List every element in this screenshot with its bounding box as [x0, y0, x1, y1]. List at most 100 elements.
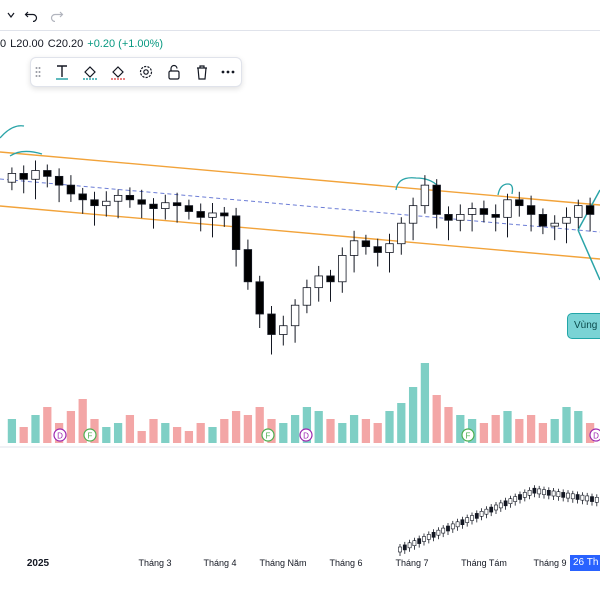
text-icon[interactable] — [51, 61, 73, 83]
indicator-body — [518, 494, 522, 500]
indicator-body — [407, 542, 412, 549]
volume-bar — [125, 415, 135, 443]
x-axis-tick-label: Tháng Tám — [461, 558, 507, 568]
candle-body — [491, 214, 500, 218]
indicator-body — [503, 500, 508, 507]
annotation-arc-2[interactable] — [9, 150, 43, 157]
candle-body — [503, 199, 512, 218]
indicator-body — [465, 517, 470, 523]
dividend-event-marker[interactable]: D — [299, 428, 313, 442]
indicator-body — [441, 527, 446, 534]
candle-body — [538, 214, 548, 227]
volume-bar — [220, 419, 229, 443]
zone-label[interactable]: Vùng — [567, 313, 600, 339]
volume-bar — [161, 423, 170, 443]
volume-bar — [302, 407, 312, 443]
indicator-body — [585, 495, 590, 502]
candle-body — [432, 184, 441, 215]
candle-body — [338, 255, 347, 283]
annotation-arc-1[interactable] — [0, 125, 25, 139]
candle-body — [54, 175, 64, 186]
candle-body — [220, 212, 229, 217]
dividend-event-marker[interactable]: D — [53, 428, 67, 442]
candle-body — [456, 214, 465, 221]
candle-body — [314, 275, 323, 289]
candle-body — [208, 212, 217, 218]
volume-bar — [562, 407, 571, 443]
indicator-body — [551, 490, 556, 497]
annotation-arc-4[interactable] — [497, 183, 514, 196]
volume-bar — [420, 363, 430, 443]
drag-handle-icon[interactable] — [31, 61, 45, 83]
candle-body — [349, 240, 359, 256]
lock-icon[interactable] — [163, 61, 185, 83]
candle-body — [444, 214, 453, 221]
more-icon[interactable] — [217, 61, 239, 83]
financials-event-marker[interactable]: F — [461, 428, 475, 442]
candle-body — [562, 216, 571, 224]
candle-body — [149, 203, 158, 209]
settings-icon[interactable] — [135, 61, 157, 83]
volume-bar — [574, 411, 583, 443]
candle-body — [397, 222, 406, 245]
candle-body — [550, 222, 559, 227]
volume-bar — [432, 395, 441, 443]
channel-mid-line[interactable] — [0, 178, 600, 233]
volume-bar — [19, 427, 28, 443]
indicator-body — [527, 489, 532, 496]
indicator-body — [412, 540, 417, 547]
hand-drawn-annotations[interactable] — [0, 125, 600, 281]
candle-body — [137, 199, 146, 205]
indicator-body — [594, 496, 599, 503]
trash-icon[interactable] — [191, 61, 213, 83]
volume-bar — [31, 415, 40, 443]
financials-event-marker[interactable]: F — [261, 428, 275, 442]
dropdown-arrow-icon[interactable] — [2, 6, 20, 24]
candle-body — [172, 202, 182, 207]
candle-body — [161, 202, 170, 209]
indicator-body — [580, 494, 585, 501]
candle-body — [31, 170, 40, 180]
volume-bar — [208, 427, 217, 443]
volume-bar — [503, 411, 512, 443]
candle-body — [479, 208, 489, 215]
indicator-body — [446, 525, 450, 532]
indicator-body — [426, 534, 431, 540]
channel-drawing[interactable] — [0, 151, 600, 260]
indicator-body — [402, 544, 407, 551]
x-axis-tick-label: Tháng Năm — [259, 558, 306, 568]
channel-upper-line[interactable] — [0, 151, 600, 206]
volume-bar — [137, 431, 146, 443]
volume-bar — [149, 419, 158, 443]
indicator-body — [561, 492, 566, 498]
annotation-arc-3[interactable] — [395, 177, 439, 191]
dividend-event-marker[interactable]: D — [589, 428, 600, 442]
line-color-icon[interactable] — [107, 61, 129, 83]
indicator-body — [398, 546, 402, 553]
volume-bar — [78, 399, 87, 443]
indicator-body — [522, 492, 527, 498]
volume-bar — [479, 423, 489, 443]
volume-bar — [113, 423, 123, 443]
candle-body — [574, 205, 583, 218]
financials-event-marker[interactable]: F — [83, 428, 97, 442]
channel-lower-line[interactable] — [0, 205, 600, 260]
indicator-body — [508, 498, 513, 505]
indicator-body — [422, 536, 426, 542]
fill-color-icon[interactable] — [79, 61, 101, 83]
volume-bar — [385, 411, 394, 443]
indicator-body — [431, 531, 436, 538]
ohlc-readout: 0 L20.00 C20.20 +0.20 (+1.00%) — [0, 38, 167, 50]
volume-bar — [538, 423, 548, 443]
redo-icon[interactable] — [48, 6, 66, 24]
event-letter: D — [593, 432, 599, 441]
undo-icon[interactable] — [22, 6, 40, 24]
volume-bar — [243, 415, 253, 443]
volume-bar — [338, 423, 347, 443]
volume-bar — [550, 419, 559, 443]
x-axis-tick-label: Tháng 6 — [329, 558, 362, 568]
event-letter: F — [88, 432, 93, 441]
candle-body — [66, 184, 76, 195]
indicator-body — [532, 487, 537, 494]
